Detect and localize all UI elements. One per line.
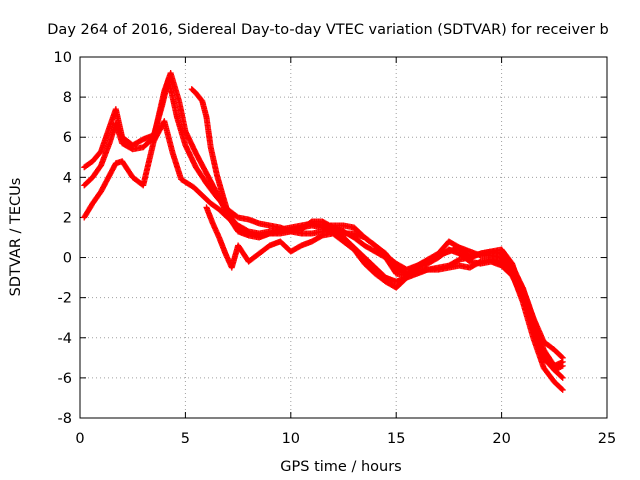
y-tick-label: 8 bbox=[63, 90, 72, 106]
y-tick-labels: -8 -6 -4 -2 0 2 4 6 8 10 bbox=[54, 50, 72, 427]
data-point bbox=[558, 373, 565, 380]
x-tick-label: 0 bbox=[75, 431, 84, 447]
x-axis-label: GPS time / hours bbox=[280, 459, 401, 475]
x-tick-label: 10 bbox=[282, 431, 300, 447]
y-tick-label: -8 bbox=[58, 411, 72, 427]
data-point bbox=[558, 353, 565, 360]
chart-title: Day 264 of 2016, Sidereal Day-to-day VTE… bbox=[47, 22, 608, 38]
y-tick-label: -4 bbox=[58, 331, 72, 347]
x-tick-label: 25 bbox=[598, 431, 616, 447]
x-tick-labels: 0 5 10 15 20 25 bbox=[75, 431, 616, 447]
y-tick-label: 0 bbox=[63, 251, 72, 267]
x-tick-label: 20 bbox=[492, 431, 510, 447]
y-tick-label: 6 bbox=[63, 130, 72, 146]
series-track-3 bbox=[81, 118, 566, 393]
y-axis-label: SDTVAR / TECUs bbox=[8, 178, 24, 297]
y-tick-label: -2 bbox=[58, 291, 72, 307]
y-tick-label: 4 bbox=[63, 170, 72, 186]
series-track-1 bbox=[81, 76, 566, 361]
x-tick-label: 5 bbox=[181, 431, 190, 447]
plot-frame bbox=[79, 56, 608, 419]
series-track-4 bbox=[188, 86, 566, 373]
data-series bbox=[81, 70, 566, 393]
data-point bbox=[559, 374, 566, 381]
data-point bbox=[559, 386, 566, 393]
x-tick-label: 15 bbox=[387, 431, 405, 447]
grid-lines bbox=[80, 57, 607, 418]
data-point bbox=[559, 358, 566, 365]
y-tick-label: 2 bbox=[63, 210, 72, 226]
y-tick-label: 10 bbox=[54, 50, 72, 66]
series-track-5 bbox=[203, 204, 566, 369]
data-point bbox=[558, 386, 565, 393]
y-tick-label: -6 bbox=[58, 371, 72, 387]
